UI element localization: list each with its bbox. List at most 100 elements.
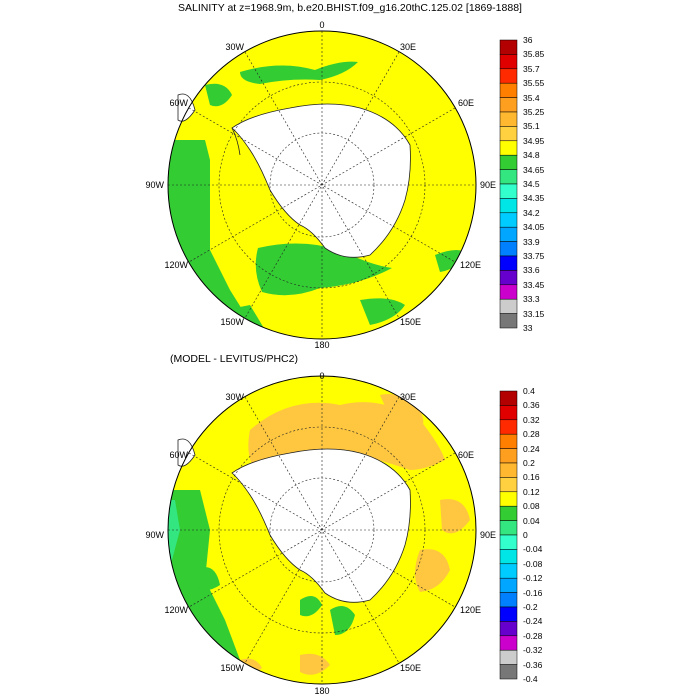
colorbar-tick-label: -0.2 (523, 602, 538, 612)
colorbar-swatch (499, 664, 518, 680)
difference-patch-cyan-west (168, 500, 180, 565)
colorbar-swatch (499, 649, 518, 665)
colorbar-tick-label: 33.3 (523, 294, 540, 305)
colorbar-swatch (499, 448, 518, 464)
colorbar-swatch (499, 111, 518, 127)
colorbar-tick-label: -0.12 (523, 573, 543, 584)
salinity-patch-north (240, 61, 358, 84)
colorbar-tick-label: 35.4 (523, 92, 540, 103)
colorbar-swatch (499, 39, 518, 55)
colorbar-swatch (499, 140, 518, 156)
colorbar-swatch (499, 549, 518, 565)
salinity-patch-ross-sea (255, 243, 392, 296)
colorbar-swatch (499, 433, 518, 449)
colorbar-swatch (499, 390, 518, 406)
colorbar-swatch (499, 592, 518, 608)
south-america-tip-bottom (177, 438, 196, 467)
bottom-colorbar (499, 390, 518, 680)
difference-patch-orange-east (415, 549, 450, 592)
colorbar-swatch (499, 313, 518, 329)
top-lon-label-60e: 60E (458, 98, 475, 108)
colorbar-swatch (499, 212, 518, 228)
bottom-lon-label-180: 180 (314, 686, 330, 696)
top-lon-label-180: 180 (314, 340, 330, 350)
antarctica-landmass (231, 103, 411, 258)
bottom-lon-label-30w: 30W (225, 392, 244, 402)
colorbar-tick-label: 0.12 (523, 486, 540, 497)
antarctic-peninsula (231, 127, 241, 156)
bottom-lon-label-120e: 120E (460, 605, 482, 615)
top-panel-title: SALINITY at z=1968.9m, b.e20.BHIST.f09_g… (178, 2, 522, 14)
colorbar-tick-label: 0.24 (523, 443, 540, 454)
bottom-lon-label-90w: 90W (145, 530, 164, 540)
bottom-lon-label-150w: 150W (220, 663, 244, 673)
colorbar-tick-label: 0.28 (523, 429, 540, 440)
colorbar-tick-label: -0.16 (523, 587, 543, 598)
bottom-lon-label-30e: 30E (400, 392, 417, 402)
colorbar-swatch (499, 241, 518, 257)
colorbar-tick-label: 0.2 (523, 458, 535, 468)
colorbar-swatch (499, 462, 518, 478)
colorbar-tick-label: -0.32 (523, 645, 543, 656)
colorbar-tick-label: 34.95 (523, 135, 545, 146)
colorbar-tick-label: 34.8 (523, 150, 540, 161)
colorbar-swatch (499, 68, 518, 84)
colorbar-tick-label: 0.16 (523, 472, 540, 483)
colorbar-tick-label: -0.4 (523, 674, 538, 684)
colorbar-tick-label: 33.45 (523, 279, 545, 290)
top-lon-label-90w: 90W (145, 180, 164, 190)
top-lon-label-120w: 120W (164, 260, 188, 270)
colorbar-swatch (499, 606, 518, 622)
colorbar-swatch (499, 270, 518, 286)
colorbar-swatch (499, 635, 518, 651)
colorbar-tick-label: -0.08 (523, 558, 543, 569)
colorbar-tick-label: 33.75 (523, 251, 545, 261)
colorbar-tick-label: 33.6 (523, 265, 540, 276)
colorbar-swatch (499, 405, 518, 421)
colorbar-swatch (499, 126, 518, 142)
colorbar-tick-label: 35.25 (523, 107, 545, 117)
top-lon-label-30e: 30E (400, 42, 417, 52)
bottom-lon-label-60e: 60E (458, 450, 475, 460)
bottom-lon-label-60w: 60W (169, 450, 188, 460)
colorbar-tick-label: 34.05 (523, 222, 545, 233)
colorbar-swatch (499, 577, 518, 593)
colorbar-tick-label: 34.65 (523, 164, 545, 175)
colorbar-swatch (499, 154, 518, 170)
difference-map (167, 375, 477, 685)
salinity-map (167, 30, 477, 340)
colorbar-swatch (499, 169, 518, 185)
colorbar-tick-label: 33.9 (523, 236, 540, 247)
colorbar-tick-label: 35.7 (523, 63, 540, 74)
colorbar-tick-label: 0 (523, 530, 528, 540)
colorbar-swatch (499, 298, 518, 314)
colorbar-swatch (499, 621, 518, 637)
bottom-lon-label-120w: 120W (164, 605, 188, 615)
top-lon-label-0: 0 (319, 20, 325, 30)
difference-patch-orange-east-2 (440, 499, 470, 534)
difference-patch-orange-south (300, 653, 330, 675)
top-lon-label-150e: 150E (400, 317, 422, 327)
top-lon-label-30w: 30W (225, 42, 244, 52)
colorbar-tick-label: -0.04 (523, 544, 543, 555)
bottom-lon-label-150e: 150E (400, 663, 422, 673)
top-lon-label-150w: 150W (220, 317, 244, 327)
top-lon-label-120e: 120E (460, 260, 482, 270)
colorbar-swatch (499, 534, 518, 550)
difference-patch-green-south-2 (300, 596, 322, 617)
colorbar-tick-label: 33 (523, 323, 533, 333)
colorbar-swatch (499, 183, 518, 199)
bottom-panel-title: (MODEL - LEVITUS/PHC2) (170, 353, 298, 365)
colorbar-tick-label: -0.28 (523, 630, 543, 641)
colorbar-tick-label: 35.85 (523, 49, 545, 60)
colorbar-tick-label: 34.2 (523, 207, 540, 218)
colorbar-tick-label: 35.1 (523, 121, 540, 132)
colorbar-swatch (499, 226, 518, 242)
top-lon-label-90e: 90E (480, 180, 497, 190)
colorbar-tick-label: -0.24 (523, 616, 543, 627)
salinity-patch-south (360, 298, 405, 325)
colorbar-tick-label: -0.36 (523, 659, 543, 670)
colorbar-swatch (499, 82, 518, 98)
colorbar-tick-label: 36 (523, 35, 533, 45)
